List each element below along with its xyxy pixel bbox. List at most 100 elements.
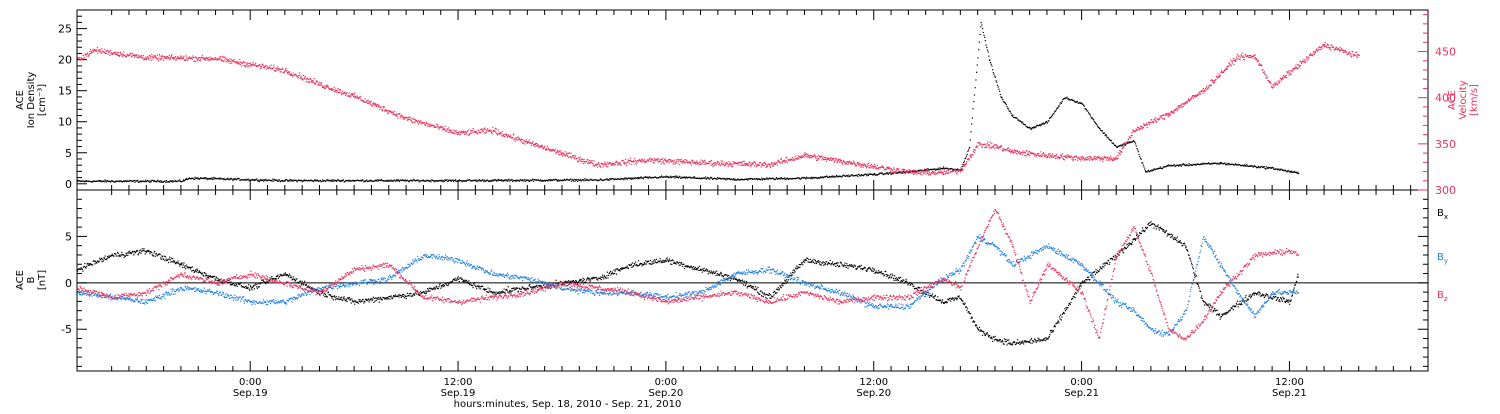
data-point-velocity bbox=[371, 101, 372, 102]
data-point-ion-density bbox=[986, 47, 987, 48]
data-point-velocity bbox=[1216, 76, 1217, 77]
data-point-velocity bbox=[712, 164, 713, 165]
data-point-velocity bbox=[1356, 52, 1357, 53]
data-point-velocity bbox=[250, 65, 251, 66]
data-point-ion-density bbox=[576, 179, 577, 180]
data-point-velocity bbox=[1313, 52, 1314, 53]
data-point-velocity bbox=[349, 93, 350, 94]
data-point-velocity bbox=[770, 167, 771, 168]
data-point-velocity bbox=[366, 101, 367, 102]
data-point-velocity bbox=[1139, 129, 1140, 130]
data-point-velocity bbox=[1205, 88, 1206, 89]
data-point-ion-density bbox=[331, 181, 332, 182]
data-point-velocity bbox=[826, 161, 827, 162]
data-point-velocity bbox=[927, 171, 928, 172]
data-point-ion-density bbox=[290, 179, 291, 180]
data-point-velocity bbox=[794, 159, 795, 160]
data-point-velocity bbox=[1205, 90, 1206, 91]
data-point-velocity bbox=[818, 155, 819, 156]
data-point-velocity bbox=[109, 55, 110, 56]
data-point-velocity bbox=[1331, 44, 1332, 45]
data-point-velocity bbox=[1017, 153, 1018, 154]
data-point-velocity bbox=[161, 58, 162, 59]
data-point-velocity bbox=[118, 52, 119, 53]
data-point-velocity bbox=[1025, 152, 1026, 153]
data-point-velocity bbox=[1110, 155, 1111, 156]
data-point-velocity bbox=[1102, 161, 1103, 162]
data-point-velocity bbox=[769, 164, 770, 165]
data-point-ion-density bbox=[1060, 103, 1061, 104]
data-point-ion-density bbox=[332, 181, 333, 182]
data-point-velocity bbox=[674, 160, 675, 161]
data-point-ion-density bbox=[206, 177, 207, 178]
data-point-ion-density bbox=[965, 157, 966, 158]
data-point-velocity bbox=[1099, 156, 1100, 157]
data-point-velocity bbox=[137, 54, 138, 55]
data-point-velocity bbox=[837, 162, 838, 163]
data-point-velocity bbox=[219, 57, 220, 58]
data-point-velocity bbox=[169, 59, 170, 60]
data-point-velocity bbox=[1116, 156, 1117, 157]
data-point-velocity bbox=[1276, 82, 1277, 83]
data-point-bx bbox=[217, 278, 218, 279]
data-point-velocity bbox=[1130, 137, 1131, 138]
data-point-velocity bbox=[739, 165, 740, 166]
data-point-velocity bbox=[826, 159, 827, 160]
data-point-velocity bbox=[1167, 113, 1168, 114]
data-point-ion-density bbox=[1006, 104, 1007, 105]
data-point-velocity bbox=[949, 172, 950, 173]
data-point-velocity bbox=[792, 157, 793, 158]
data-points-layer bbox=[77, 22, 1360, 346]
data-point-ion-density bbox=[525, 181, 526, 182]
data-point-velocity bbox=[515, 141, 516, 142]
data-point-velocity bbox=[407, 118, 408, 119]
data-point-velocity bbox=[1239, 56, 1240, 57]
data-point-velocity bbox=[652, 159, 653, 160]
data-point-ion-density bbox=[272, 180, 273, 181]
data-point-velocity bbox=[577, 158, 578, 159]
data-point-ion-density bbox=[274, 179, 275, 180]
data-point-bx bbox=[77, 270, 78, 271]
data-point-velocity bbox=[1164, 118, 1165, 119]
data-point-velocity bbox=[1359, 55, 1360, 56]
data-point-ion-density bbox=[975, 87, 976, 88]
data-point-velocity bbox=[229, 60, 230, 61]
data-point-velocity bbox=[107, 54, 108, 55]
data-point-ion-density bbox=[160, 182, 161, 183]
data-point-velocity bbox=[856, 165, 857, 166]
data-point-velocity bbox=[606, 164, 607, 165]
data-point-velocity bbox=[169, 55, 170, 56]
data-point-velocity bbox=[1255, 57, 1256, 58]
data-point-velocity bbox=[544, 146, 545, 147]
data-point-velocity bbox=[1320, 49, 1321, 50]
data-point-velocity bbox=[1055, 158, 1056, 159]
data-point-velocity bbox=[274, 67, 275, 68]
data-point-bx bbox=[137, 251, 138, 252]
data-point-velocity bbox=[946, 172, 947, 173]
data-point-velocity bbox=[360, 98, 361, 99]
data-point-bx bbox=[217, 280, 218, 281]
data-point-velocity bbox=[648, 161, 649, 162]
data-point-ion-density bbox=[1137, 149, 1138, 150]
data-point-ion-density bbox=[1287, 171, 1288, 172]
data-point-velocity bbox=[123, 51, 124, 52]
data-point-ion-density bbox=[971, 123, 972, 124]
data-point-ion-density bbox=[507, 181, 508, 182]
data-point-velocity bbox=[844, 161, 845, 162]
data-point-velocity bbox=[1055, 156, 1056, 157]
data-point-bx bbox=[192, 266, 193, 267]
data-point-velocity bbox=[913, 174, 914, 175]
data-point-bx bbox=[215, 278, 216, 279]
data-point-velocity bbox=[883, 167, 884, 168]
data-point-ion-density bbox=[1297, 173, 1298, 174]
data-point-velocity bbox=[498, 129, 499, 130]
data-point-velocity bbox=[193, 57, 194, 58]
data-point-ion-density bbox=[947, 168, 948, 169]
data-point-velocity bbox=[764, 165, 765, 166]
data-point-bx bbox=[182, 263, 183, 264]
data-point-velocity bbox=[602, 163, 603, 164]
data-point-velocity bbox=[1002, 149, 1003, 150]
data-point-velocity bbox=[630, 158, 631, 159]
data-point-velocity bbox=[928, 174, 929, 175]
data-point-velocity bbox=[658, 159, 659, 160]
